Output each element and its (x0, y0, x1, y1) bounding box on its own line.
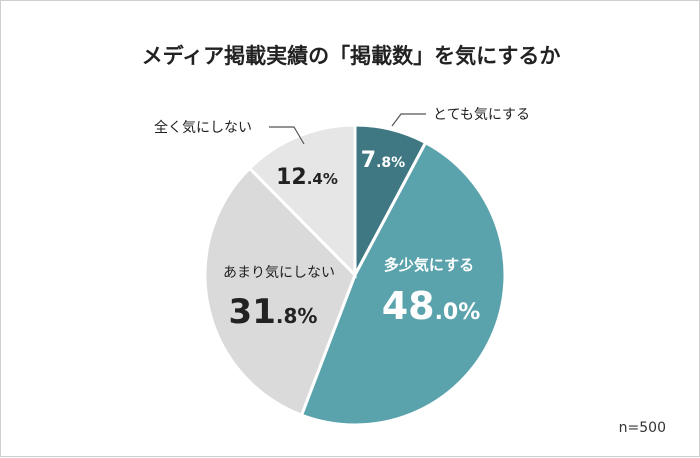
leader-line-very (391, 113, 426, 127)
slice-somewhat (299, 140, 507, 427)
leader-lines (269, 113, 426, 145)
category-label-somewhat: 多少気にする (384, 256, 474, 274)
leader-line-never (269, 126, 305, 145)
category-label-not-much: あまり気にしない (223, 265, 335, 281)
slice-not-much (203, 166, 357, 418)
chart-title: メディア掲載実績の「掲載数」を気にするか (142, 44, 561, 68)
value-label-not-at-all: 12.4% (276, 165, 338, 190)
value-label-not-much: 31.8% (229, 292, 318, 332)
category-label-not-at-all: 全く気にしない (154, 119, 252, 136)
pie-slices (203, 123, 507, 427)
category-label-very: とても気にする (433, 107, 530, 123)
sample-size-note: n=500 (619, 420, 666, 436)
value-label-very: 7.8% (361, 148, 405, 173)
slice-not-at-all (247, 123, 357, 279)
value-label-somewhat: 48.0% (382, 284, 481, 328)
